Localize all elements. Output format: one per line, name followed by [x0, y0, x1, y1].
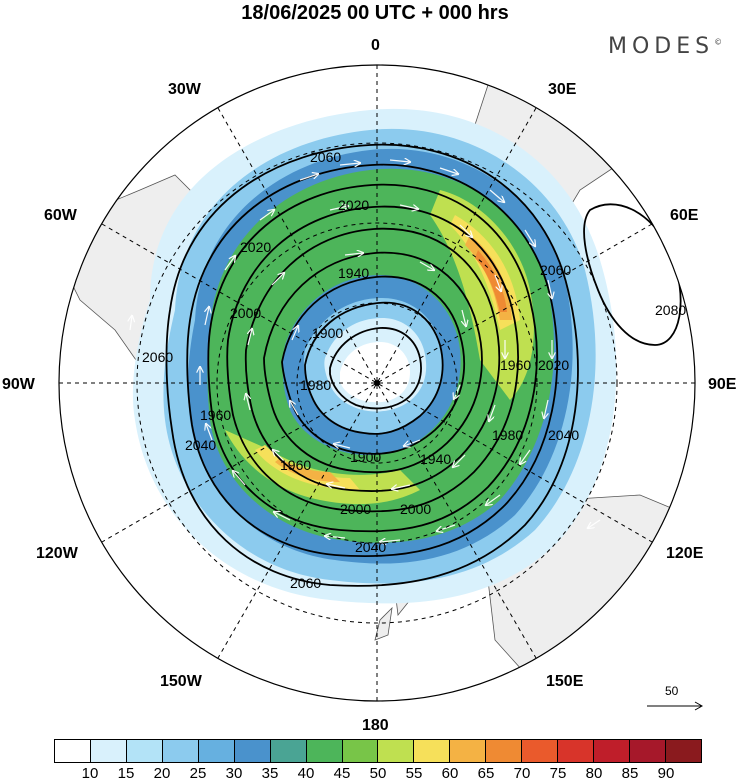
- reference-vector-label: 50: [665, 684, 679, 698]
- lon-label-30w: 30W: [168, 81, 202, 98]
- colorbar-segment: [522, 740, 559, 762]
- contour-label: 2020: [538, 357, 569, 373]
- colorbar-segment: [342, 740, 379, 762]
- contour-label: 2000: [230, 305, 261, 321]
- reference-vector-arrow: [647, 701, 704, 711]
- colorbar-tick-label: 15: [117, 765, 135, 782]
- contour-2020: [207, 183, 538, 533]
- wind-vectors: [130, 150, 614, 542]
- contour-1860: [329, 327, 422, 410]
- graticule: [59, 65, 695, 701]
- colorbar-segment: [414, 740, 451, 762]
- colorbar-tick-label: 85: [621, 765, 639, 782]
- colorbar-tick-label: 25: [189, 765, 207, 782]
- latitude-circle-3: [136, 142, 618, 624]
- longitude-labels: 0 30E 60E 90E 120E 150E 180 150W 120W 90…: [2, 37, 737, 734]
- lon-label-150w: 150W: [160, 673, 203, 690]
- colorbar-segment: [630, 740, 666, 762]
- contour-label: 2060: [540, 262, 571, 278]
- pole-point: [374, 380, 380, 386]
- colorbar-segment: [486, 740, 523, 762]
- contour-label: 2040: [185, 437, 216, 453]
- colorbar-tick-label: 35: [261, 765, 279, 782]
- colorbar-tick-label: 40: [297, 765, 315, 782]
- colorbar-tick-label: 20: [153, 765, 171, 782]
- lon-label-30e: 30E: [548, 81, 577, 98]
- lon-label-120e: 120E: [666, 545, 704, 562]
- contour-label: 2060: [290, 575, 321, 591]
- colorbar-tick-label: 80: [585, 765, 603, 782]
- shade-center-clear: [340, 342, 410, 403]
- contour-label: 2060: [142, 349, 173, 365]
- colorbar-tick-label: 30: [225, 765, 243, 782]
- lon-label-150e: 150E: [546, 673, 584, 690]
- colorbar-tick-label: 55: [405, 765, 423, 782]
- colorbar-segment: [270, 740, 307, 762]
- colorbar-tick-label: 70: [513, 765, 531, 782]
- colorbar-segment: [198, 740, 235, 762]
- colorbar-segment: [378, 740, 415, 762]
- contour-label: 2040: [355, 539, 386, 555]
- colorbar-tick-label: 75: [549, 765, 567, 782]
- contour-label: 1980: [492, 427, 523, 443]
- colorbar-segment: [594, 740, 630, 762]
- colorbar-segment: [55, 740, 91, 762]
- lon-label-90e: 90E: [708, 376, 737, 393]
- lon-label-0: 0: [371, 37, 380, 54]
- contour-2080: [583, 203, 682, 346]
- contour-2060-outer: [165, 143, 579, 587]
- colorbar-tick-label: 45: [333, 765, 351, 782]
- contour-label: 1940: [338, 265, 369, 281]
- colorbar-labels: 10 15 20 25 30 35 40 45 50 55 60 65 70 75 80 85 90: [54, 765, 702, 782]
- colorbar-segment: [162, 740, 199, 762]
- contour-label: 2000: [400, 501, 431, 517]
- colorbar-segment: [126, 740, 163, 762]
- latitude-circle-2: [216, 222, 538, 544]
- contour-labels: 2060 2020 2020 1940 2000 1900 1980 1960 …: [142, 149, 686, 591]
- colorbar-segment: [450, 740, 487, 762]
- contour-1980: [244, 227, 501, 492]
- lon-label-60e: 60E: [670, 207, 699, 224]
- contour-label: 1900: [312, 325, 343, 341]
- shade-65: [475, 250, 507, 312]
- contour-label: 1940: [420, 451, 451, 467]
- contour-label: 1960: [500, 357, 531, 373]
- contour-label: 2080: [655, 302, 686, 318]
- contour-label: 2040: [548, 427, 579, 443]
- shade-50b: [225, 430, 420, 505]
- brand-logo: MODES©: [608, 34, 723, 59]
- latitude-circle-1: [296, 302, 458, 464]
- contour-label: 1960: [200, 407, 231, 423]
- colorbar-tick-label: 90: [657, 765, 675, 782]
- colorbar-tick-label: 10: [81, 765, 99, 782]
- contour-label: 2020: [240, 239, 271, 255]
- contour-label: 1900: [350, 449, 381, 465]
- colorbar-tick-label: 60: [441, 765, 459, 782]
- contour-label: 1980: [300, 377, 331, 393]
- contour-1900: [304, 301, 444, 435]
- colorbar-segment: [234, 740, 271, 762]
- contour-label: 2000: [340, 501, 371, 517]
- colorbar-segment: [90, 740, 127, 762]
- contour-label: 1960: [280, 457, 311, 473]
- height-contours: [165, 143, 682, 587]
- map-boundary: [58, 64, 696, 702]
- lon-label-180: 180: [362, 717, 389, 734]
- contour-label: 2060: [310, 149, 341, 165]
- contour-2000: [226, 205, 519, 513]
- lon-label-60w: 60W: [44, 207, 78, 224]
- colorbar-segment: [665, 740, 701, 762]
- colorbar-segment: [558, 740, 595, 762]
- contour-label: 2020: [338, 197, 369, 213]
- lon-label-120w: 120W: [36, 545, 79, 562]
- colorbar-tick-label: 65: [477, 765, 495, 782]
- lon-label-90w: 90W: [2, 376, 36, 393]
- colorbar-segment: [306, 740, 343, 762]
- colorbar-tick-label: 50: [369, 765, 387, 782]
- polar-stereographic-map: 2060 2020 2020 1940 2000 1900 1980 1960 …: [2, 37, 737, 734]
- map-disk: [59, 69, 695, 701]
- map-title: 18/06/2025 00 UTC + 000 hrs: [241, 2, 509, 24]
- shade-50: [430, 190, 534, 400]
- colorbar: [54, 739, 702, 763]
